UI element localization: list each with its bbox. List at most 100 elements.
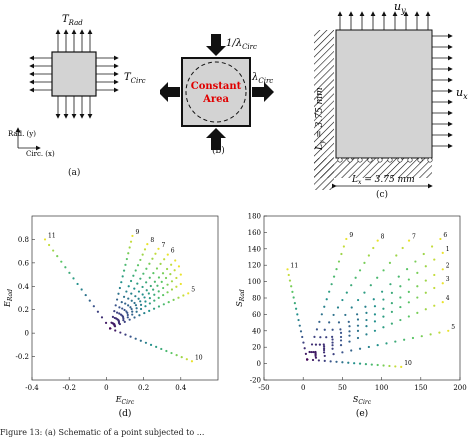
- data-point: [143, 311, 146, 315]
- data-point: [80, 288, 83, 291]
- data-point: [414, 260, 417, 263]
- data-point: [330, 283, 333, 286]
- data-point: [152, 288, 155, 291]
- y-tick-label: -20: [250, 377, 261, 385]
- data-point: [130, 292, 133, 295]
- data-point: [175, 354, 178, 357]
- data-point: [399, 296, 402, 299]
- data-point: [358, 347, 362, 350]
- data-point: [124, 263, 127, 266]
- y-tick-label: 140: [248, 245, 261, 253]
- data-point: [308, 350, 311, 354]
- data-point: [356, 324, 360, 327]
- element-square: [51, 51, 97, 97]
- data-point: [160, 347, 163, 351]
- data-point: [130, 299, 133, 302]
- data-point: [331, 335, 334, 338]
- data-point: [340, 252, 343, 256]
- data-point: [47, 243, 51, 247]
- data-point: [365, 318, 368, 322]
- data-point: [390, 302, 393, 305]
- data-point: [420, 335, 423, 338]
- plot-frame: [31, 215, 219, 381]
- data-point: [350, 306, 353, 309]
- series-label: 3: [446, 276, 450, 283]
- data-point: [182, 294, 185, 297]
- data-point: [399, 285, 402, 288]
- data-point: [339, 328, 342, 331]
- data-point: [129, 279, 133, 283]
- series-label: 8: [381, 234, 385, 241]
- data-point: [348, 330, 351, 333]
- x-tick-label: 0.2: [138, 384, 149, 392]
- data-point: [165, 349, 168, 353]
- data-point: [115, 311, 119, 314]
- series-label: 8: [150, 237, 154, 244]
- data-point: [323, 354, 326, 358]
- data-point: [347, 361, 350, 364]
- svg-text:TRad: TRad: [62, 14, 83, 27]
- series-label: 7: [161, 242, 165, 249]
- data-point: [341, 298, 344, 302]
- data-point: [287, 273, 290, 277]
- data-point: [163, 258, 166, 261]
- data-point: [146, 243, 149, 246]
- x-tick-label: 50: [338, 384, 347, 392]
- y-tick-label: 0.4: [18, 283, 30, 291]
- data-point: [382, 269, 385, 272]
- data-point: [407, 278, 410, 281]
- data-point: [177, 296, 180, 299]
- data-point: [153, 299, 156, 302]
- data-point: [292, 296, 295, 299]
- data-point: [148, 297, 151, 300]
- data-point: [133, 316, 136, 319]
- constant-area-square: [181, 57, 251, 127]
- data-point: [390, 291, 393, 294]
- data-point: [416, 271, 419, 274]
- data-point: [144, 305, 147, 308]
- data-point: [315, 328, 319, 331]
- x-tick-label: 0.4: [175, 384, 187, 392]
- data-point: [438, 331, 441, 334]
- data-point: [124, 302, 127, 305]
- data-point: [131, 313, 134, 316]
- data-point: [147, 292, 150, 295]
- data-point: [433, 273, 436, 277]
- data-point: [145, 267, 148, 270]
- data-point: [364, 363, 368, 366]
- data-point: [322, 345, 326, 348]
- chart-d: -0.4 -0.2 0 0.2 0.4 -0.2 0 0.2 0.4 0.6 0.8 11 9 8 7 6 5 1…: [0, 210, 232, 428]
- chart-caption: (e): [356, 408, 368, 419]
- data-point: [133, 301, 136, 305]
- data-point: [382, 364, 385, 367]
- data-point: [148, 276, 151, 279]
- axis-circ-label: Circ. (x): [26, 150, 55, 158]
- svg-text:TCirc: TCirc: [124, 72, 146, 85]
- data-point: [151, 257, 154, 260]
- data-point: [185, 358, 188, 361]
- data-point: [365, 333, 368, 336]
- series-label: 10: [195, 354, 203, 361]
- data-point: [373, 320, 377, 323]
- data-point: [167, 301, 170, 304]
- left-support-hatch: [314, 30, 334, 190]
- data-point: [290, 285, 293, 288]
- data-point: [319, 336, 322, 339]
- data-point: [424, 265, 427, 268]
- data-point: [297, 318, 300, 322]
- data-point: [134, 337, 137, 340]
- data-point: [407, 315, 410, 318]
- data-point: [134, 304, 138, 307]
- data-point: [125, 257, 128, 261]
- data-point: [135, 310, 138, 313]
- y-tick-label: 0.2: [18, 306, 29, 314]
- data-point: [401, 246, 404, 250]
- data-point: [131, 234, 134, 238]
- data-point: [301, 335, 304, 339]
- data-point: [332, 313, 335, 317]
- data-point: [331, 328, 334, 331]
- data-point: [64, 266, 67, 269]
- data-point: [332, 275, 336, 278]
- data-point: [117, 292, 120, 295]
- data-point: [318, 343, 321, 346]
